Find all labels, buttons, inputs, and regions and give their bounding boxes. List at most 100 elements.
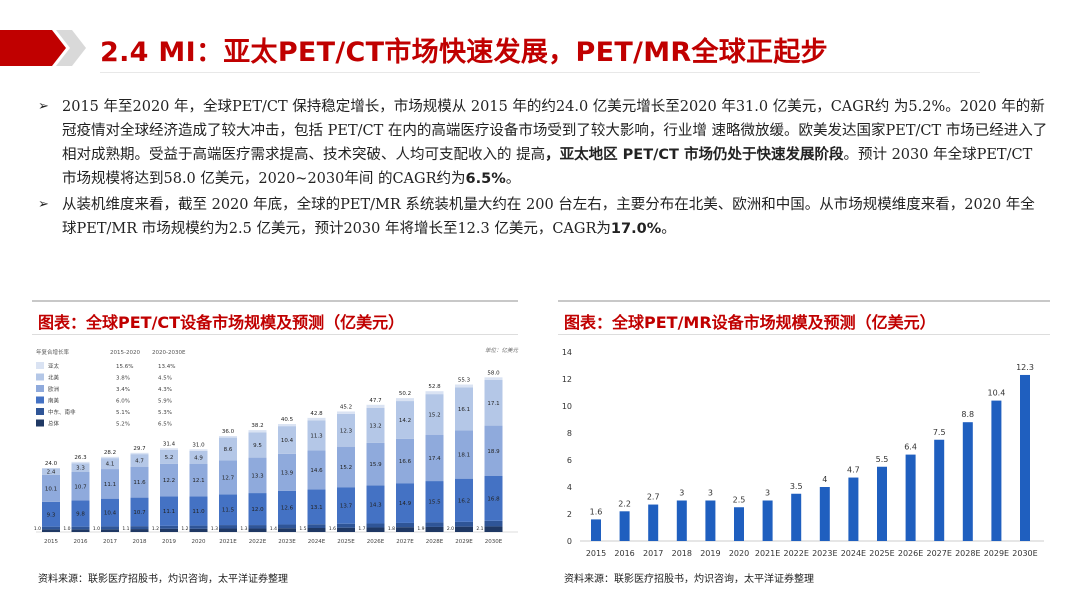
- bullet-text: 。预计 2030 年全球PET/CT 市场规模将达到58.0 亿美元，2020~…: [62, 147, 1033, 187]
- total-label: 38.2: [251, 423, 263, 429]
- data-label: 8.8: [961, 410, 974, 419]
- bar-segment: [248, 528, 267, 532]
- bar-segment: [337, 527, 355, 532]
- bar-segment: [396, 401, 414, 439]
- x-tick-label: 2022E: [783, 549, 808, 558]
- page-title: 2.4 MI：亚太PET/CT市场快速发展，PET/MR全球正起步: [100, 37, 828, 68]
- bar-segment: [189, 449, 208, 451]
- bar: [934, 439, 945, 541]
- bar-segment: [219, 460, 237, 495]
- legend-swatch: [36, 385, 44, 392]
- bar-segment: [307, 528, 326, 532]
- segment-label: 1.4: [270, 526, 277, 532]
- segment-label: 5.2: [165, 455, 174, 461]
- bar-segment: [42, 501, 60, 527]
- total-label: 55.3: [458, 378, 471, 384]
- bar-segment: [455, 387, 473, 431]
- total-label: 52.8: [428, 384, 441, 390]
- bar-segment: [455, 478, 473, 522]
- bar-segment: [307, 450, 326, 490]
- x-tick-label: 2021E: [755, 549, 780, 558]
- segment-label: 11.3: [310, 433, 323, 439]
- x-tick-label: 2024E: [308, 539, 326, 545]
- bar-segment: [396, 522, 414, 528]
- bar: [619, 511, 630, 541]
- bar-segment: [71, 463, 90, 472]
- bar-segment: [278, 453, 296, 491]
- bar-segment: [337, 446, 355, 488]
- bar-segment: [160, 449, 178, 464]
- segment-label: 14.2: [399, 418, 411, 424]
- legend-swatch: [36, 362, 44, 369]
- segment-label: 1.8: [388, 526, 395, 532]
- segment-label: 2.1: [476, 526, 483, 532]
- bar: [905, 454, 916, 541]
- bar-segment: [425, 391, 444, 395]
- x-tick-label: 2016: [74, 539, 88, 545]
- x-tick-label: 2023E: [812, 549, 837, 558]
- y-tick-label: 0: [567, 537, 572, 546]
- segment-label: 14.6: [310, 468, 323, 474]
- bar-segment: [189, 450, 208, 464]
- bullet-text: 。: [661, 221, 676, 237]
- legend-value: 3.4%: [116, 387, 130, 393]
- x-tick-label: 2017: [103, 539, 117, 545]
- title-divider: [100, 72, 980, 73]
- bar-segment: [219, 436, 237, 438]
- legend-header: 2020-2030E: [152, 350, 186, 356]
- segment-label: 4.7: [135, 458, 144, 464]
- legend-label: 北美: [48, 374, 60, 382]
- y-tick-label: 14: [562, 348, 572, 357]
- bar-segment: [101, 469, 119, 499]
- data-label: 3: [708, 489, 713, 498]
- bar-segment: [42, 468, 60, 469]
- x-tick-label: 2020: [729, 549, 749, 558]
- bar-segment: [130, 497, 149, 527]
- bar-segment: [337, 411, 355, 414]
- pet-ct-chart: 年复合增长率 2015-2020 2020-2030E 亚太 15.6% 13.4% 北美 3…: [34, 347, 519, 545]
- bar-segment: [455, 521, 473, 527]
- segment-label: 1.1: [122, 526, 129, 532]
- segment-label: 12.1: [192, 478, 204, 484]
- bar-segment: [425, 394, 444, 435]
- bar-segment: [396, 527, 414, 532]
- legend-header: 2015-2020: [110, 350, 140, 356]
- legend-value: 6.5%: [158, 422, 172, 428]
- bullet-text: 。: [505, 171, 521, 187]
- title-arrow-icon: [0, 30, 86, 66]
- segment-label: 1.2: [181, 526, 188, 532]
- bar-segment: [160, 496, 178, 526]
- bar-segment: [130, 466, 149, 498]
- bar-segment: [278, 524, 296, 529]
- legend-value: 5.3%: [158, 410, 172, 416]
- segment-label: 16.8: [487, 496, 500, 502]
- bar-segment: [219, 494, 237, 526]
- title-bar: 2.4 MI：亚太PET/CT市场快速发展，PET/MR全球正起步: [0, 22, 1080, 74]
- bar-segment: [366, 527, 385, 532]
- bar-segment: [160, 448, 178, 450]
- bar: [676, 500, 687, 541]
- segment-label: 16.6: [399, 459, 412, 465]
- bar-segment: [307, 420, 326, 451]
- bar-segment: [307, 489, 326, 525]
- bar-segment: [101, 526, 119, 530]
- bar-segment: [484, 520, 503, 527]
- bar-segment: [337, 523, 355, 528]
- bar: [962, 422, 973, 541]
- y-tick-label: 10: [562, 402, 572, 411]
- total-label: 45.2: [340, 404, 352, 410]
- segment-label: 15.2: [340, 465, 352, 471]
- segment-label: 16.1: [458, 407, 470, 413]
- segment-label: 15.2: [428, 412, 440, 418]
- legend-swatch: [36, 373, 44, 381]
- bar: [648, 504, 659, 541]
- legend-value: 4.3%: [158, 387, 172, 393]
- figure-right-top-rule: [558, 300, 1050, 302]
- bar-segment: [189, 528, 208, 532]
- data-label: 5.5: [876, 455, 889, 464]
- bar-segment: [219, 437, 237, 461]
- pet-mr-chart: 0 2 4 6 8 10 12 14 1.6 2015 2.2 2016 2.7 2017 3 2018 3 20…: [562, 348, 1044, 558]
- x-tick-label: 2017: [643, 549, 663, 558]
- bar-segment: [130, 454, 149, 467]
- bar-segment: [366, 404, 385, 408]
